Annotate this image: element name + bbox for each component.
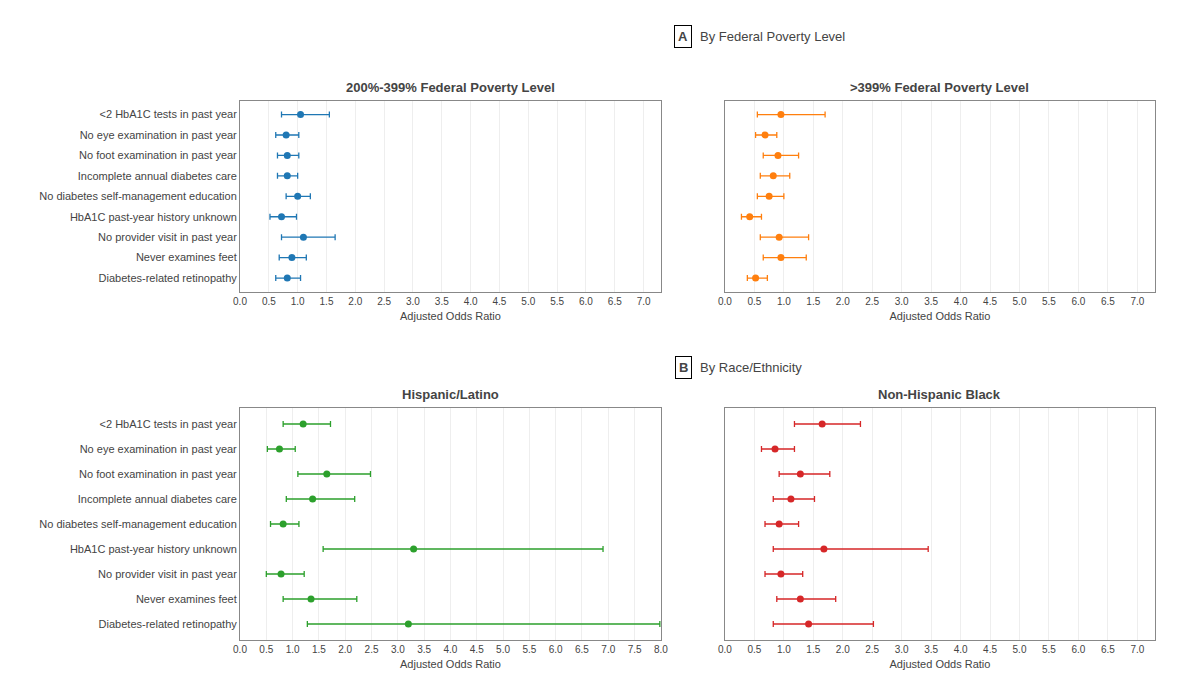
svg-text:Adjusted Odds Ratio: Adjusted Odds Ratio [890,658,991,670]
svg-text:No foot examination in past ye: No foot examination in past year [79,149,237,161]
svg-text:4.5: 4.5 [983,644,997,655]
svg-text:2.0: 2.0 [338,644,352,655]
svg-text:5.5: 5.5 [522,644,536,655]
svg-text:Non-Hispanic Black: Non-Hispanic Black [878,387,1001,402]
svg-text:2.0: 2.0 [348,296,362,307]
svg-text:<2 HbA1C tests in past year: <2 HbA1C tests in past year [100,418,238,430]
svg-text:3.0: 3.0 [406,296,420,307]
svg-text:1.5: 1.5 [806,296,820,307]
svg-text:0.0: 0.0 [233,644,247,655]
svg-text:2.5: 2.5 [377,296,391,307]
svg-text:2.5: 2.5 [865,296,879,307]
svg-text:3.5: 3.5 [924,296,938,307]
svg-text:6.5: 6.5 [1101,296,1115,307]
svg-text:3.5: 3.5 [417,644,431,655]
svg-text:5.0: 5.0 [496,644,510,655]
svg-text:5.0: 5.0 [521,296,535,307]
svg-text:6.0: 6.0 [1071,296,1085,307]
svg-text:No provider visit in past year: No provider visit in past year [98,231,237,243]
svg-text:No foot examination in past ye: No foot examination in past year [79,468,237,480]
svg-text:Adjusted Odds Ratio: Adjusted Odds Ratio [400,310,501,322]
svg-text:0.5: 0.5 [259,644,273,655]
svg-text:Incomplete annual diabetes car: Incomplete annual diabetes care [78,493,237,505]
svg-text:4.5: 4.5 [493,296,507,307]
svg-text:6.5: 6.5 [1101,644,1115,655]
svg-text:5.5: 5.5 [1042,296,1056,307]
svg-text:No eye examination in past yea: No eye examination in past year [80,129,237,141]
svg-text:<2 HbA1C tests in past year: <2 HbA1C tests in past year [100,108,238,120]
svg-text:1.0: 1.0 [291,296,305,307]
svg-text:1.0: 1.0 [286,644,300,655]
svg-text:5.0: 5.0 [1013,644,1027,655]
svg-text:Diabetes-related retinopathy: Diabetes-related retinopathy [99,618,238,630]
svg-text:1.5: 1.5 [320,296,334,307]
svg-text:By Race/Ethnicity: By Race/Ethnicity [700,360,802,375]
svg-text:Hispanic/Latino: Hispanic/Latino [402,387,499,402]
svg-text:7.0: 7.0 [1130,296,1144,307]
svg-text:3.5: 3.5 [924,644,938,655]
svg-text:B: B [679,360,688,375]
svg-text:HbA1C past-year history unknow: HbA1C past-year history unknown [70,543,237,555]
svg-text:4.0: 4.0 [954,296,968,307]
svg-text:3.0: 3.0 [895,644,909,655]
svg-text:2.0: 2.0 [836,296,850,307]
svg-text:2.5: 2.5 [365,644,379,655]
svg-text:0.5: 0.5 [262,296,276,307]
svg-text:0.5: 0.5 [747,644,761,655]
svg-text:6.5: 6.5 [575,644,589,655]
svg-text:7.0: 7.0 [637,296,651,307]
svg-text:0.5: 0.5 [747,296,761,307]
svg-text:6.0: 6.0 [549,644,563,655]
svg-text:HbA1C past-year history unknow: HbA1C past-year history unknown [70,211,237,223]
svg-text:3.0: 3.0 [391,644,405,655]
svg-text:6.0: 6.0 [579,296,593,307]
svg-text:2.5: 2.5 [865,644,879,655]
svg-text:1.5: 1.5 [312,644,326,655]
svg-text:No diabetes self-management ed: No diabetes self-management education [39,190,237,202]
svg-text:Adjusted Odds Ratio: Adjusted Odds Ratio [890,310,991,322]
svg-text:3.0: 3.0 [895,296,909,307]
svg-text:7.0: 7.0 [1130,644,1144,655]
svg-text:200%-399% Federal Poverty Leve: 200%-399% Federal Poverty Level [346,80,555,95]
svg-text:7.0: 7.0 [601,644,615,655]
svg-text:>399% Federal Poverty Level: >399% Federal Poverty Level [850,80,1029,95]
svg-text:5.5: 5.5 [1042,644,1056,655]
svg-text:Incomplete annual diabetes car: Incomplete annual diabetes care [78,170,237,182]
svg-text:4.5: 4.5 [983,296,997,307]
svg-text:4.5: 4.5 [470,644,484,655]
svg-text:By Federal Poverty Level: By Federal Poverty Level [700,29,845,44]
svg-text:2.0: 2.0 [836,644,850,655]
svg-text:3.5: 3.5 [435,296,449,307]
svg-text:4.0: 4.0 [464,296,478,307]
svg-text:0.0: 0.0 [233,296,247,307]
svg-text:No eye examination in past yea: No eye examination in past year [80,443,237,455]
svg-text:Never examines feet: Never examines feet [136,251,237,263]
svg-text:0.0: 0.0 [718,644,732,655]
svg-text:No diabetes self-management ed: No diabetes self-management education [39,518,237,530]
svg-text:4.0: 4.0 [443,644,457,655]
svg-text:6.5: 6.5 [608,296,622,307]
svg-text:4.0: 4.0 [954,644,968,655]
svg-text:Adjusted Odds Ratio: Adjusted Odds Ratio [400,658,501,670]
svg-text:0.0: 0.0 [718,296,732,307]
svg-text:No provider visit in past year: No provider visit in past year [98,568,237,580]
svg-text:6.0: 6.0 [1071,644,1085,655]
svg-text:8.0: 8.0 [654,644,668,655]
svg-text:5.0: 5.0 [1013,296,1027,307]
svg-text:Never examines feet: Never examines feet [136,593,237,605]
svg-text:5.5: 5.5 [550,296,564,307]
svg-text:1.0: 1.0 [777,644,791,655]
svg-text:1.0: 1.0 [777,296,791,307]
svg-text:7.5: 7.5 [628,644,642,655]
svg-text:A: A [678,29,688,44]
svg-text:1.5: 1.5 [806,644,820,655]
svg-text:Diabetes-related retinopathy: Diabetes-related retinopathy [99,272,238,284]
